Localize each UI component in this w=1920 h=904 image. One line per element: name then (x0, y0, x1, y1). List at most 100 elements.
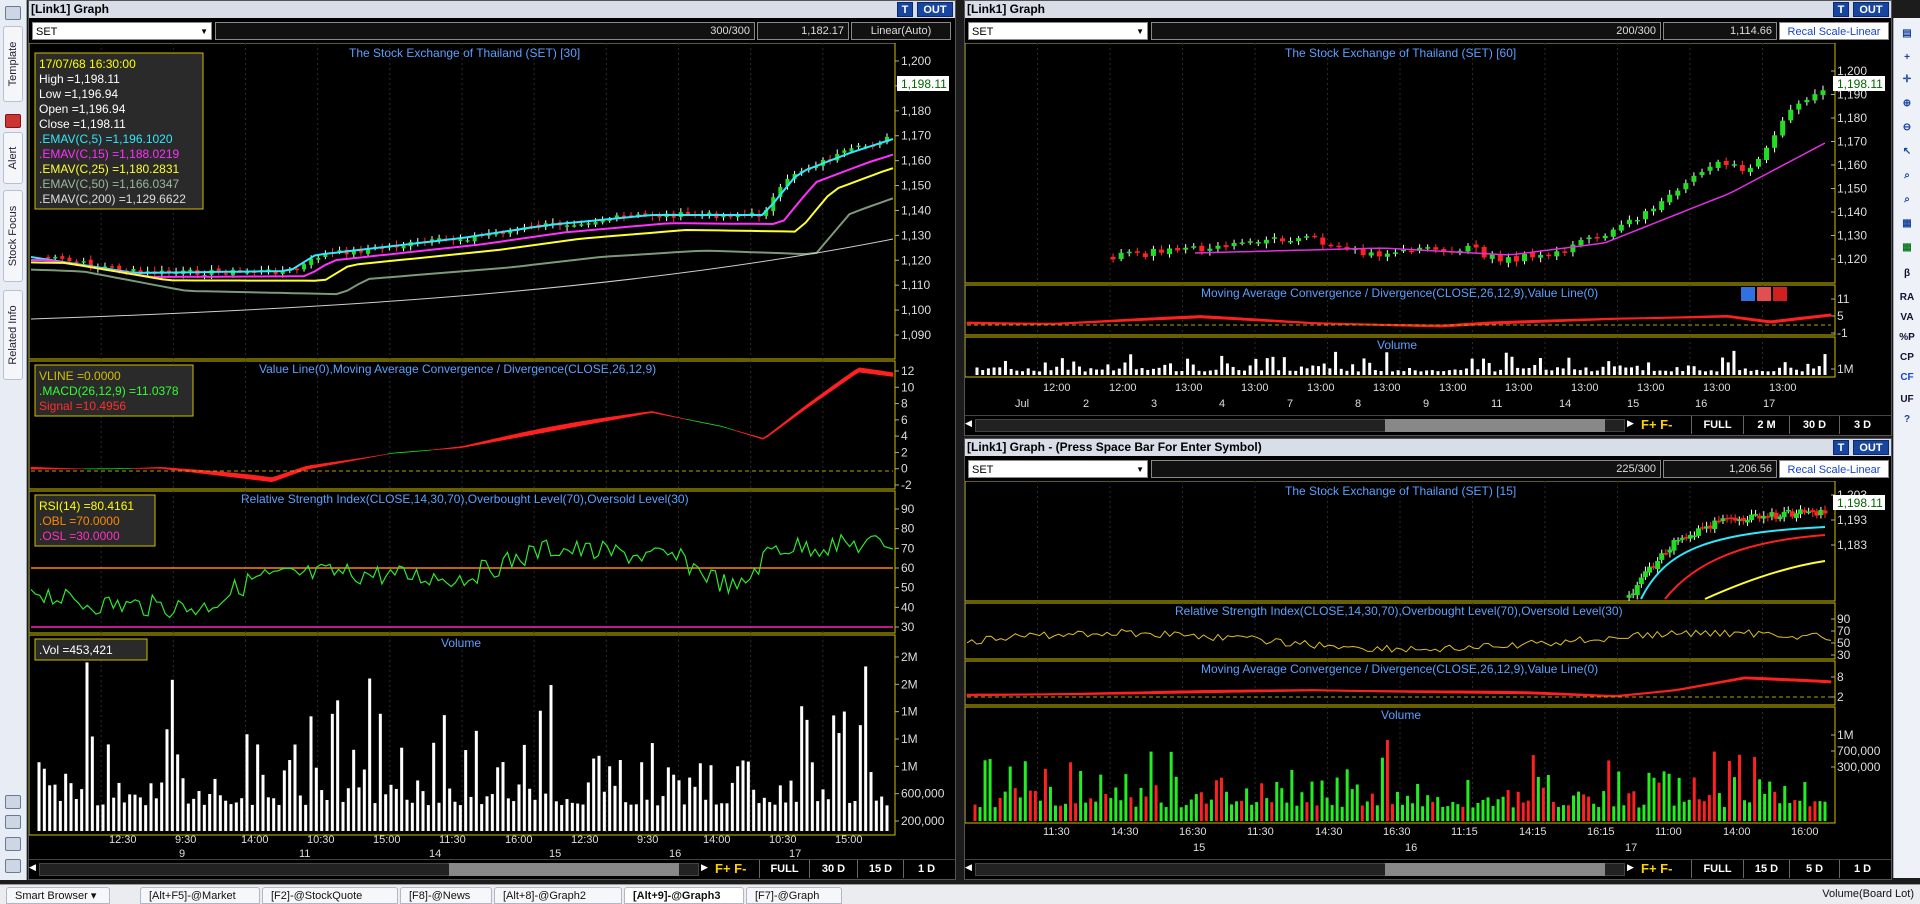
grid-icon[interactable] (5, 6, 21, 20)
magnify-icon[interactable]: ⌕ (1904, 170, 1910, 181)
task-tab-graph[interactable]: [F7]-@Graph (746, 887, 842, 904)
download-icon[interactable] (5, 837, 21, 851)
tr-scroll-left-icon[interactable]: ◀ (965, 418, 972, 428)
br-1d-button[interactable]: 1 D (1839, 860, 1885, 878)
volume-bar (1043, 362, 1047, 375)
volume-bar (80, 789, 84, 831)
beta-button[interactable]: β (1903, 268, 1911, 279)
br-scroll-left-icon[interactable]: ◀ (965, 862, 972, 872)
br-full-button[interactable]: FULL (1691, 860, 1743, 878)
uf-button[interactable]: UF (1900, 394, 1914, 405)
volume-bar (1482, 358, 1486, 375)
scroll-left-icon[interactable]: ◀ (29, 862, 36, 872)
br-5d-button[interactable]: 5 D (1789, 860, 1839, 878)
last-price-text: 1,198.11 (1837, 496, 1883, 510)
scroll-right-icon[interactable]: ▶ (701, 862, 708, 872)
br-zoom-f-icon[interactable]: F+ F- (1641, 861, 1673, 876)
tab-template[interactable]: Template (3, 26, 23, 102)
trash-icon[interactable] (5, 859, 21, 873)
tr-chart-area[interactable]: The Stock Exchange of Thailand (SET) [60… (965, 43, 1891, 415)
task-tab-graph3[interactable]: [Alt+9]-@Graph3 (624, 887, 744, 904)
volume-bar (992, 367, 996, 375)
volume-bar (586, 782, 590, 831)
br-chart-area[interactable]: The Stock Exchange of Thailand (SET) [15… (965, 481, 1891, 859)
t-button[interactable]: T (897, 2, 913, 17)
spreadsheet-icon[interactable]: ▦ (1902, 242, 1912, 253)
vol-title: Volume (441, 636, 481, 650)
zoom-out-icon[interactable]: ⊖ (1902, 122, 1912, 133)
br-scroll-thumb[interactable] (1385, 863, 1605, 876)
out-button[interactable]: OUT (917, 2, 953, 17)
cursor-icon[interactable]: ↖ (1902, 146, 1912, 157)
ra-button[interactable]: RA (1899, 292, 1915, 303)
zoom-in-f-icon[interactable]: F+ F- (715, 861, 747, 876)
edit-icon[interactable] (5, 815, 21, 829)
macd-band (1390, 690, 1397, 693)
main-scrollbar[interactable]: ◀ ▶ F+ F- FULL 30 D 15 D 1 D (29, 859, 955, 879)
task-tab-news[interactable]: [F8]-@News (400, 887, 492, 904)
tr-full-button[interactable]: FULL (1691, 416, 1743, 434)
tr-scroll-thumb[interactable] (1385, 419, 1605, 432)
tr-zoom-f-icon[interactable]: F+ F- (1641, 417, 1673, 432)
ema-200-line (30, 238, 894, 320)
tr-out-button[interactable]: OUT (1853, 2, 1889, 17)
br-out-button[interactable]: OUT (1853, 440, 1889, 455)
task-tab-graph2[interactable]: [Alt+8]-@Graph2 (494, 887, 622, 904)
main-chart-area[interactable]: The Stock Exchange of Thailand (SET) [30… (29, 43, 955, 859)
br-t-button[interactable]: T (1833, 440, 1849, 455)
tr-30d-button[interactable]: 30 D (1789, 416, 1839, 434)
1d-button[interactable]: 1 D (903, 860, 949, 878)
tab-alert[interactable]: Alert (3, 132, 23, 184)
plus-icon[interactable]: + (1904, 52, 1910, 63)
tr-scale-button[interactable]: Recal Scale-Linear (1779, 22, 1889, 40)
magnify-plus-icon[interactable]: ⌕ (1904, 194, 1910, 205)
note-icon[interactable] (5, 795, 21, 809)
zoom-in-icon[interactable]: ⊕ (1902, 98, 1912, 109)
30d-button[interactable]: 30 D (809, 860, 857, 878)
page-icon[interactable]: ▤ (1902, 28, 1912, 39)
br-scroll-right-icon[interactable]: ▶ (1627, 862, 1634, 872)
smart-browser-button[interactable]: Smart Browser ▾ (6, 887, 110, 904)
alert-icon[interactable] (5, 114, 21, 128)
full-button[interactable]: FULL (759, 860, 809, 878)
br-scale-button[interactable]: Recal Scale-Linear (1779, 460, 1889, 478)
symbol-input[interactable]: SET ▼ (32, 22, 212, 40)
volume-bar (1214, 780, 1218, 821)
tab-related-info[interactable]: Related Info (3, 290, 23, 380)
candle (1554, 251, 1560, 257)
tr-3d-button[interactable]: 3 D (1839, 416, 1885, 434)
percent-p-button[interactable]: %P (1899, 332, 1915, 343)
br-chevron-down-icon[interactable]: ▼ (1136, 465, 1144, 474)
15d-button[interactable]: 15 D (857, 860, 903, 878)
volume-bar (1094, 801, 1098, 821)
tr-chevron-down-icon[interactable]: ▼ (1136, 27, 1144, 36)
scale-box[interactable]: Linear(Auto) (851, 22, 951, 40)
task-tab-market[interactable]: [Alt+F5]-@Market (140, 887, 260, 904)
scroll-thumb[interactable] (449, 863, 679, 876)
tab-stock-focus[interactable]: Stock Focus (3, 190, 23, 282)
cp-button[interactable]: CP (1900, 352, 1914, 363)
br-scrollbar[interactable]: ◀ ▶ F+ F- FULL 15 D 5 D 1 D (965, 859, 1891, 879)
macd-band (454, 446, 460, 449)
tr-scrollbar[interactable]: ◀ ▶ F+ F- FULL 2 M 30 D 3 D (965, 415, 1891, 435)
macd-band (791, 412, 797, 420)
tr-symbol-input[interactable]: SET ▼ (968, 22, 1148, 40)
document-icon[interactable]: ▦ (1902, 218, 1912, 229)
volume-bar (677, 780, 681, 831)
candle (1433, 247, 1439, 250)
candle (401, 246, 406, 249)
macd-band (40, 467, 46, 470)
macd-band (1493, 321, 1500, 325)
tr-2m-button[interactable]: 2 M (1743, 416, 1789, 434)
crosshair-icon[interactable]: ✛ (1902, 74, 1912, 85)
br-symbol-input[interactable]: SET ▼ (968, 460, 1148, 478)
va-button[interactable]: VA (1900, 312, 1914, 323)
chevron-down-icon[interactable]: ▼ (200, 27, 208, 36)
tr-t-button[interactable]: T (1833, 2, 1849, 17)
br-15d-button[interactable]: 15 D (1743, 860, 1789, 878)
task-tab-stockquote[interactable]: [F2]-@StockQuote (262, 887, 398, 904)
cf-button[interactable]: CF (1900, 372, 1914, 383)
help-icon[interactable]: ? (1903, 414, 1911, 425)
vol-axis-label: 2M (901, 650, 918, 664)
tr-scroll-right-icon[interactable]: ▶ (1627, 418, 1634, 428)
